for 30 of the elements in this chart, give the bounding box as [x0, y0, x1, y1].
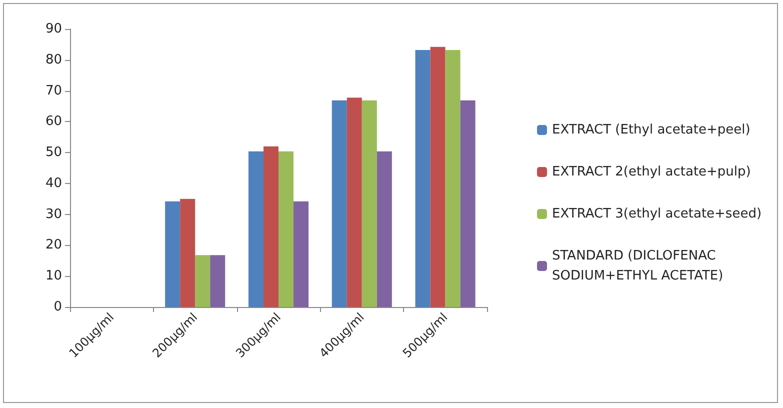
bar	[278, 151, 294, 307]
bar	[460, 100, 476, 307]
y-tick-label: 80	[45, 52, 62, 68]
y-tick-label: 70	[45, 83, 62, 98]
y-tick-label: 10	[45, 268, 62, 284]
y-tick-label: 20	[45, 238, 62, 253]
bar	[294, 201, 309, 307]
bar	[210, 255, 226, 307]
bar	[376, 151, 392, 307]
bar	[332, 100, 347, 307]
legend-label: EXTRACT 2(ethyl actate+pulp)	[552, 164, 751, 180]
legend-label: EXTRACT (Ethyl acetate+peel)	[552, 122, 750, 138]
legend-label: STANDARD (DICLOFENAC SODIUM+ETHYL ACETATE)	[552, 248, 724, 284]
y-tick-label: 60	[45, 114, 62, 130]
bar	[362, 100, 377, 307]
bar	[430, 46, 446, 307]
bar	[445, 50, 460, 307]
y-tick-label: 40	[45, 176, 62, 191]
y-tick-label: 0	[54, 300, 62, 314]
bar	[165, 201, 180, 307]
bar	[248, 151, 264, 307]
bar	[263, 146, 278, 307]
y-tick-label: 90	[45, 22, 62, 36]
bar	[415, 50, 430, 307]
bar	[346, 98, 362, 307]
y-tick-label: 30	[45, 206, 62, 222]
legend-label: EXTRACT 3(ethyl acetate+seed)	[552, 206, 762, 222]
bar	[195, 255, 210, 307]
bar	[180, 198, 196, 307]
y-tick-label: 50	[45, 145, 62, 160]
